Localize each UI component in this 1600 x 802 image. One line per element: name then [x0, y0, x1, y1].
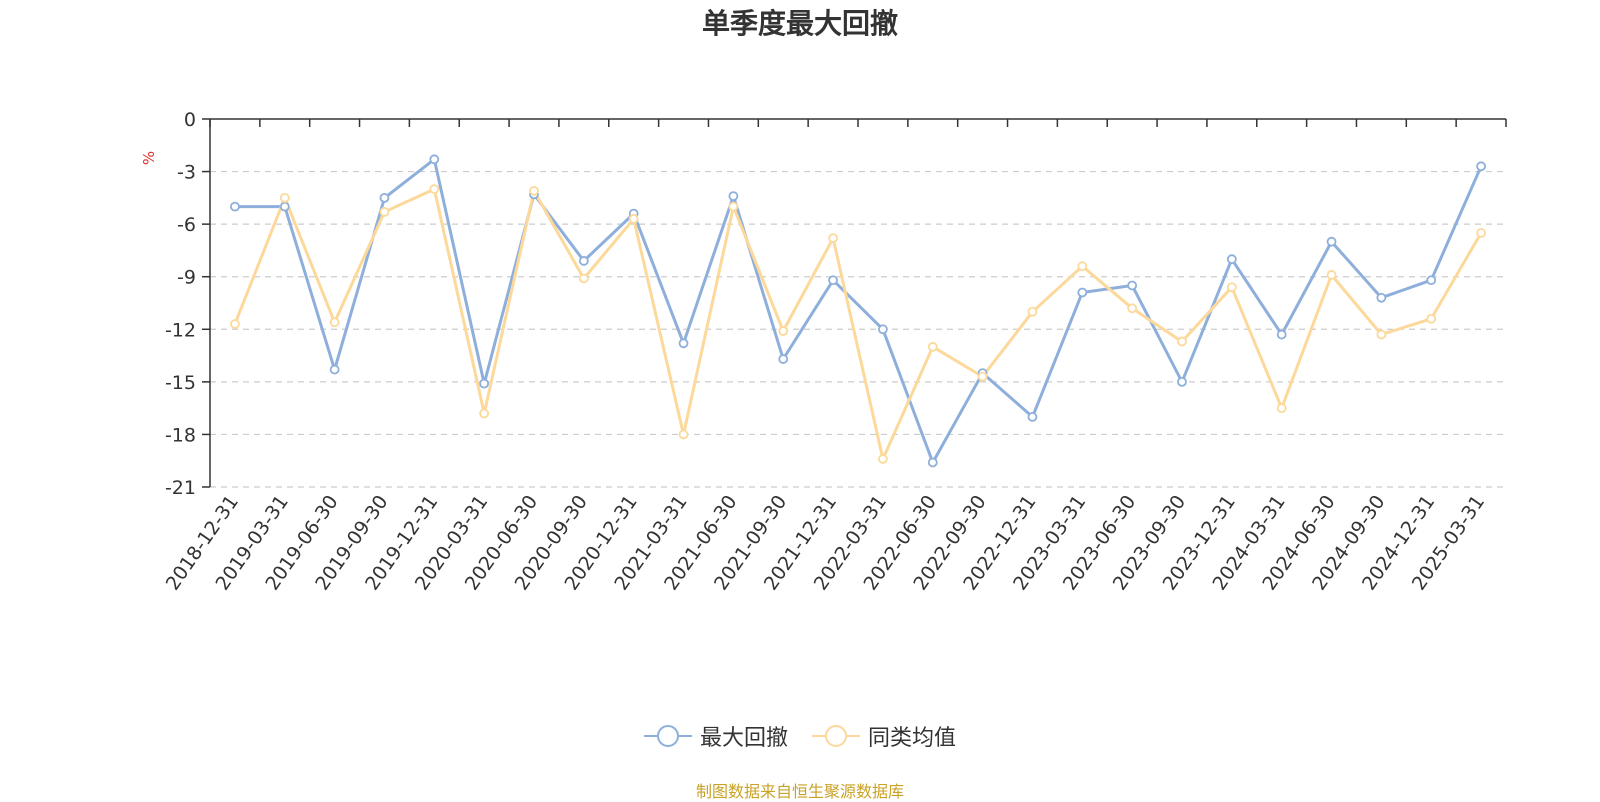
series-0-point	[828, 275, 838, 286]
series-0-point	[778, 354, 789, 364]
series-1-point	[628, 213, 639, 224]
series-1-point	[1476, 228, 1486, 238]
series-1-point	[1426, 313, 1437, 324]
series-1-point	[230, 319, 240, 329]
series-1-point	[529, 185, 539, 196]
series-0-point	[1426, 275, 1437, 286]
legend-label-max-drawdown: 最大回撤	[699, 726, 788, 751]
y-tick-label: -9	[177, 267, 196, 289]
series-0-point	[1027, 412, 1038, 422]
data-source-note: 制图数据来自恒生聚源数据库	[695, 782, 904, 801]
series-0-point	[1226, 254, 1237, 265]
series-1-point	[429, 184, 440, 194]
series-1-point	[578, 273, 589, 284]
y-tick-label: -21	[165, 477, 196, 499]
series-line-1	[233, 187, 1483, 461]
series-1-point	[778, 326, 789, 336]
series-0-point	[1276, 329, 1287, 340]
series-1-point	[678, 429, 689, 440]
series-1-point	[379, 206, 390, 217]
series-0-point	[678, 338, 689, 349]
series-0-point	[728, 191, 739, 202]
y-tick-label: -18	[165, 424, 196, 446]
chart-title: 单季度最大回撤	[701, 7, 898, 40]
series-0-point	[230, 201, 240, 212]
series-0-point	[1326, 236, 1337, 247]
series-1-point	[1077, 261, 1088, 272]
series-1-point	[1276, 403, 1287, 414]
series-1-point	[1226, 282, 1237, 293]
series-0-point	[878, 324, 888, 335]
series-0-point	[329, 364, 340, 375]
series-1-point	[329, 317, 340, 328]
series-1-point	[878, 454, 888, 464]
series-1-point	[1376, 329, 1387, 340]
series-1-point	[279, 192, 290, 203]
series-0-point	[1476, 161, 1486, 172]
series-0-point	[279, 201, 290, 212]
y-tick-label: 0	[184, 109, 196, 131]
series-0-point	[1177, 376, 1187, 387]
series-0-point	[1077, 287, 1088, 298]
series-1-point	[479, 408, 490, 419]
series-1-point	[927, 341, 938, 352]
legend-item-max-drawdown[interactable]: 最大回撤	[643, 720, 788, 752]
y-axis-unit-label: %	[140, 151, 158, 165]
y-tick-label: -12	[165, 319, 196, 341]
series-1-point	[1127, 303, 1138, 314]
legend-label-peer-average: 同类均值	[868, 726, 957, 751]
series-1-point	[977, 371, 988, 382]
series-1-point	[728, 201, 739, 212]
y-tick-label: -15	[165, 372, 196, 394]
chart-legend: 最大回撤 同类均值	[0, 720, 1600, 752]
series-0-point	[429, 154, 440, 165]
legend-swatch-max-drawdown	[643, 725, 692, 747]
series-0-point	[379, 192, 390, 203]
series-0-point	[578, 256, 589, 266]
series-line-0	[234, 157, 1483, 464]
series-0-point	[1127, 280, 1138, 291]
series-0-point	[927, 457, 938, 468]
series-1-point	[1027, 306, 1038, 317]
legend-swatch-peer-average	[812, 725, 860, 747]
series-0-point	[1376, 292, 1387, 303]
legend-item-peer-average[interactable]: 同类均值	[812, 720, 956, 752]
series-1-point	[828, 233, 838, 244]
series-1-point	[1177, 336, 1187, 347]
series-0-point	[479, 378, 490, 389]
y-tick-label: -6	[177, 214, 196, 236]
series-1-point	[1326, 270, 1337, 280]
y-tick-label: -3	[177, 162, 196, 184]
